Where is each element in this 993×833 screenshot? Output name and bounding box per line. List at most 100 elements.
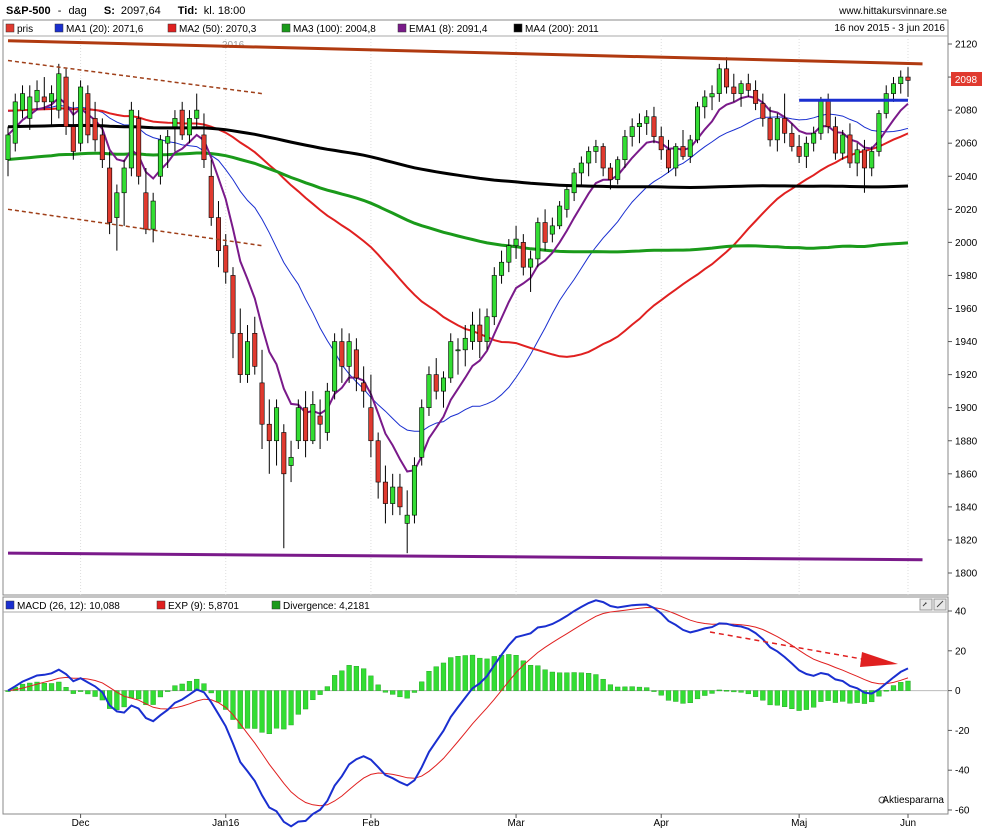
y-tick-label: 2080 [955,106,978,117]
legend-swatch [167,23,177,33]
candle [419,399,425,466]
divergence-bar [310,690,316,701]
candle [796,134,802,164]
watermark: Aktiespararna [882,795,944,806]
candle [832,116,838,160]
divergence-bar [157,690,164,698]
divergence-bar [658,690,664,696]
price-panel [2,19,949,596]
price-badge: 2098 [951,72,982,86]
divergence-bar [825,690,831,701]
candle [455,338,461,375]
candle [535,217,541,268]
divergence-bar [738,690,744,693]
legend-label: EMA1 (8): 2091,4 [409,24,488,35]
y-tick-label: 1980 [955,271,978,282]
legend-label: MA2 (50): 2070,3 [179,24,257,35]
legend-label: MA1 (20): 2071,6 [66,24,144,35]
macd-y-axis: 40 20 0 -20 -40 -60 [948,607,970,817]
divergence-bar [237,690,243,729]
y-tick-label: 1820 [955,535,978,546]
divergence-bar [549,671,555,691]
divergence-bar [818,690,824,702]
candle [186,110,192,144]
header-bar: S&P-500 - dag S: 2097,64 Tid: kl. 18:00 … [6,5,947,17]
divergence-bar [673,690,679,702]
long-term-resistance-line [7,39,923,66]
candle [281,424,287,549]
candle [332,333,338,400]
candle [121,159,127,226]
time-value: kl. 18:00 [204,5,246,17]
divergence-bar [48,683,55,691]
divergence-bar [92,690,98,697]
symbol: S&P-500 [6,5,51,17]
divergence-bar [426,671,432,691]
candle [665,139,671,173]
legend-swatch [5,600,15,610]
divergence-bar [774,690,780,706]
candle [397,473,403,516]
close-value: 2097,64 [121,5,161,17]
divergence-bar [114,690,120,711]
divergence-bar [876,690,882,697]
panel-tools[interactable] [919,598,947,611]
candle [753,80,759,111]
divergence-bar [223,690,229,710]
candle [92,101,98,152]
candle [27,85,33,130]
candle [905,67,911,97]
divergence-bar [861,690,868,704]
candle [861,139,867,193]
divergence-bar [803,690,809,710]
zoom-tool-icon[interactable] [919,598,933,611]
candle [150,192,156,243]
divergence-bar [680,690,686,704]
divergence-bar [840,690,846,702]
legend-label: MA4 (200): 2011 [525,24,599,35]
divergence-bar [477,657,483,691]
divergence-bar [607,684,614,691]
candle [687,134,693,164]
divergence-bar [252,690,258,729]
candle [404,490,410,554]
candle [803,136,809,168]
trend-lines [7,39,923,562]
candle [549,217,555,243]
divergence-bar [143,690,149,706]
candle [237,308,243,383]
divergence-bar [404,690,410,699]
candle [252,316,258,375]
date-range: 16 nov 2015 - 3 jun 2016 [834,23,945,34]
candle [600,143,606,177]
candle [78,80,84,152]
candle [724,57,730,94]
candle [12,93,18,152]
candle [695,101,701,144]
divergence-bar [557,672,563,691]
macd-y-tick-label: 0 [955,686,961,697]
divergence-bar [636,686,643,691]
candle [107,151,113,235]
candle [223,234,229,284]
candle [339,328,345,383]
candle [201,113,207,168]
divergence-bar [586,673,592,691]
divergence-bar [353,666,359,691]
candlesticks [5,57,911,554]
divergence-bar [85,690,91,695]
legend-label: pris [17,24,33,35]
x-tick-label: Apr [653,818,669,829]
divergence-bar [615,686,621,691]
candle [194,93,200,127]
copyright-icon [878,796,886,804]
divergence-bar [462,655,468,691]
candle [470,311,476,350]
divergence-bar [593,674,599,691]
candle [41,77,47,111]
y-tick-label: 2060 [955,139,978,150]
candle [317,399,323,450]
divergence-bar [317,690,323,695]
candle [353,338,359,392]
